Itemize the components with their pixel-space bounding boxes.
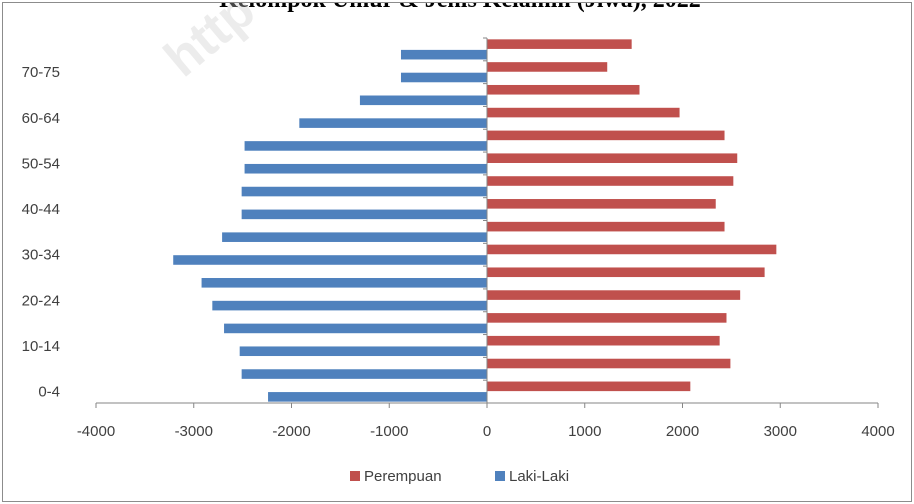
bar-laki-laki-35-39 xyxy=(222,232,487,242)
legend-swatch-perempuan xyxy=(350,471,360,481)
bar-laki-laki-10-14 xyxy=(239,346,487,357)
bar-laki-laki-40-44 xyxy=(241,209,487,220)
bar-laki-laki-75+ xyxy=(400,49,487,60)
bar-perempuan-75+ xyxy=(487,39,632,49)
bar-perempuan-55-59 xyxy=(487,130,725,141)
x-tick-label: -2000 xyxy=(272,423,310,440)
x-tick-label: 3000 xyxy=(764,423,797,440)
bar-laki-laki-55-59 xyxy=(244,141,487,151)
y-tick-label: 70-75 xyxy=(22,64,60,81)
chart-title: Kelompok Umur & Jenis Kelamin (Jiwa), 20… xyxy=(3,3,911,14)
bar-perempuan-20-24 xyxy=(487,290,741,300)
y-tick-label: 60-64 xyxy=(22,110,60,127)
bar-perempuan-15-19 xyxy=(487,313,727,323)
bar-perempuan-40-44 xyxy=(487,199,716,209)
y-tick-label: 10-14 xyxy=(22,338,60,355)
legend-label-laki-laki: Laki-Laki xyxy=(509,468,569,485)
legend-swatch-laki-laki xyxy=(495,471,505,481)
y-tick-label: 30-34 xyxy=(22,247,60,264)
y-tick-label: 20-24 xyxy=(22,292,60,309)
x-tick-label: -1000 xyxy=(370,423,408,440)
bar-laki-laki-60-64 xyxy=(299,118,487,128)
bar-laki-laki-45-49 xyxy=(241,186,487,197)
x-tick-label: 2000 xyxy=(666,423,699,440)
bar-perempuan-50-54 xyxy=(487,153,738,163)
bar-perempuan-35-39 xyxy=(487,221,725,232)
bar-perempuan-5-9 xyxy=(487,358,731,369)
x-tick-label: 0 xyxy=(483,423,491,440)
bar-laki-laki-5-9 xyxy=(241,369,487,379)
legend: Perempuan Laki-Laki xyxy=(350,468,569,485)
x-tick-label: 4000 xyxy=(861,423,894,440)
bars-group xyxy=(173,39,777,402)
bar-perempuan-25-29 xyxy=(487,267,765,278)
x-tick-label: -4000 xyxy=(77,423,115,440)
bar-laki-laki-70-75 xyxy=(400,72,487,83)
legend-label-perempuan: Perempuan xyxy=(364,468,442,485)
bar-perempuan-60-64 xyxy=(487,107,680,118)
y-tick-label: 50-54 xyxy=(22,155,60,172)
bar-laki-laki-50-54 xyxy=(244,163,487,174)
bar-perempuan-45-49 xyxy=(487,176,734,186)
bar-laki-laki-20-24 xyxy=(212,300,487,311)
population-pyramid: 0-4 10-14 20-24 30-34 40-44 50-54 60-64 70-75 -4… xyxy=(22,37,895,485)
bar-laki-laki-30-34 xyxy=(173,255,487,265)
axes-group: 0-4 10-14 20-24 30-34 40-44 50-54 60-64 70-75 -4… xyxy=(22,37,895,440)
bar-laki-laki-0-4 xyxy=(268,392,487,402)
y-tick-label: 0-4 xyxy=(38,384,60,401)
bar-perempuan-65-69 xyxy=(487,84,640,95)
y-tick-label: 40-44 xyxy=(22,201,60,218)
x-tick-label: 1000 xyxy=(568,423,601,440)
bar-laki-laki-65-69 xyxy=(359,95,487,106)
bar-perempuan-30-34 xyxy=(487,244,777,255)
bar-perempuan-10-14 xyxy=(487,335,720,346)
x-tick-label: -3000 xyxy=(175,423,213,440)
bar-perempuan-70-75 xyxy=(487,62,608,72)
bar-perempuan-0-4 xyxy=(487,381,691,392)
bar-laki-laki-15-19 xyxy=(224,323,488,334)
bar-laki-laki-25-29 xyxy=(201,278,487,288)
